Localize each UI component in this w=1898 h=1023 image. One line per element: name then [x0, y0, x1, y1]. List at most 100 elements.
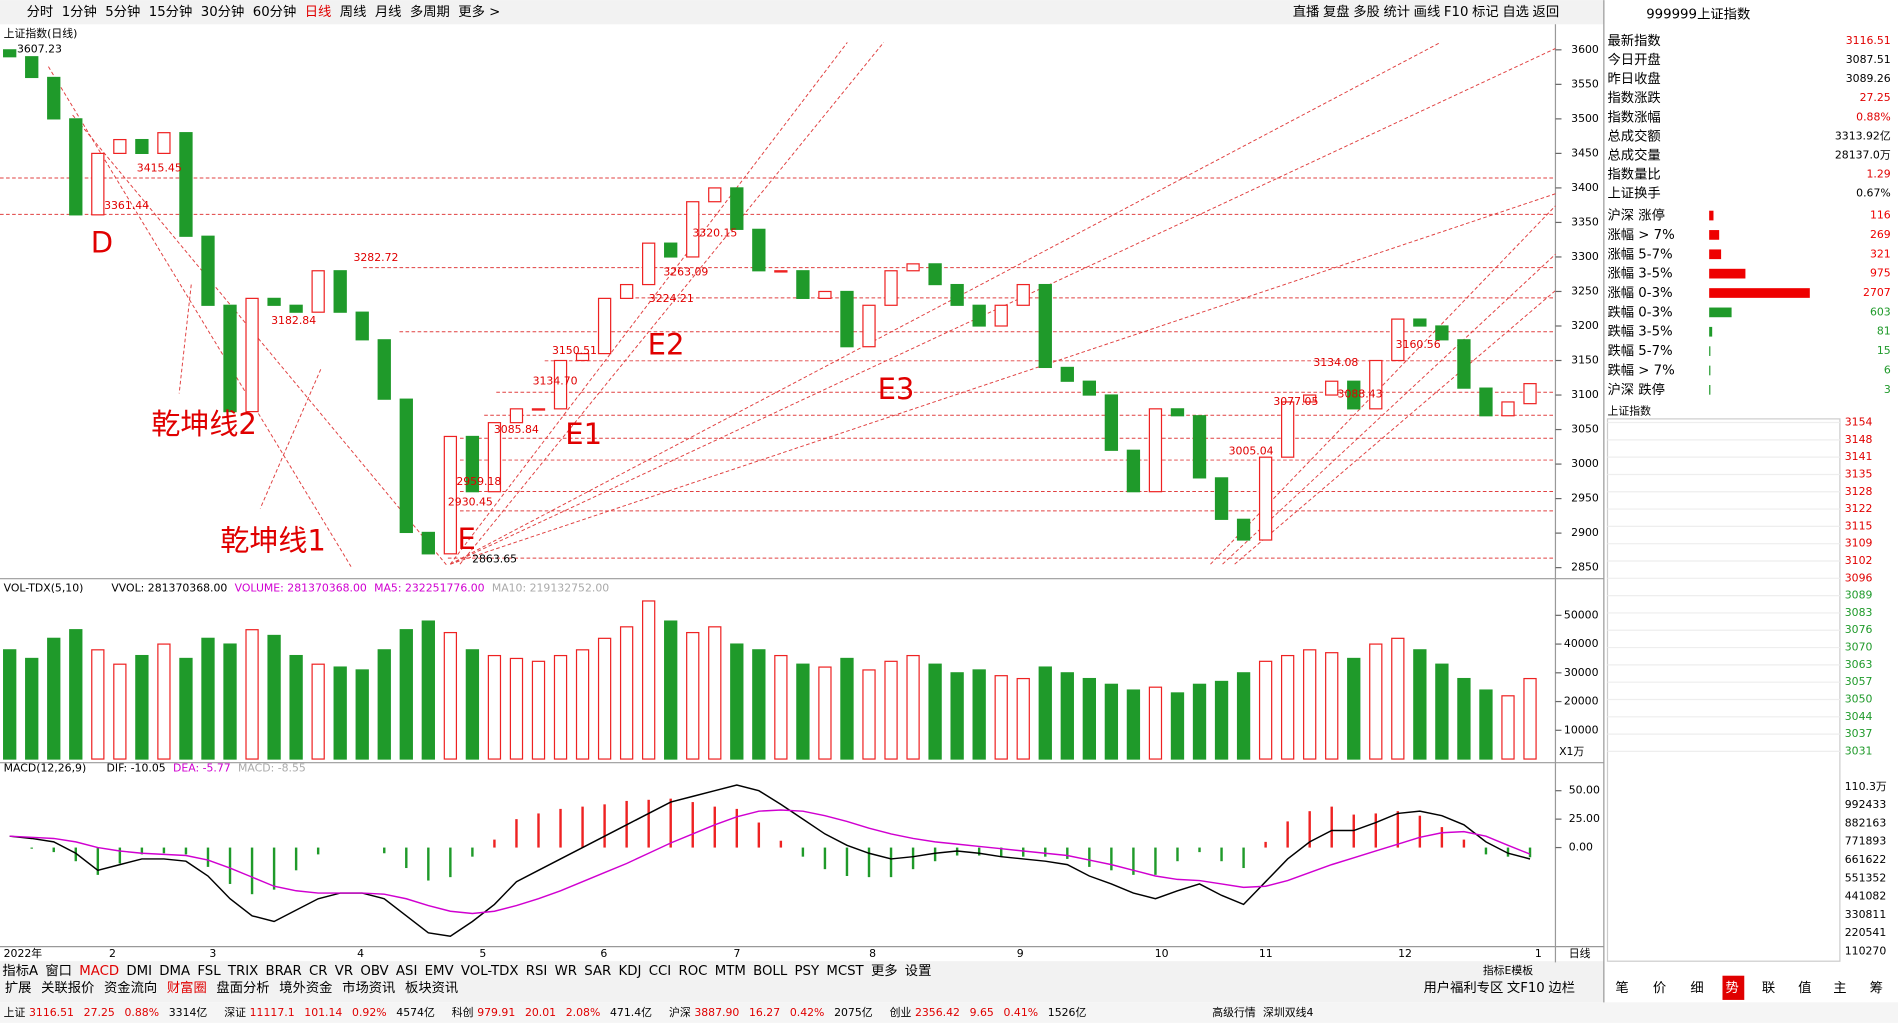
extension-link[interactable]: 文F10: [1507, 980, 1545, 996]
indicator-tab[interactable]: OBV: [360, 964, 388, 979]
indicator-tab[interactable]: 指标A: [2, 963, 38, 979]
candle: [553, 359, 568, 410]
side-tab[interactable]: 值: [1798, 980, 1811, 996]
period-tab[interactable]: 15分钟: [149, 3, 193, 20]
indicator-tab[interactable]: MTM: [715, 964, 746, 979]
extension-tab[interactable]: 板块资讯: [405, 980, 458, 996]
tool-tab[interactable]: 标记: [1472, 4, 1499, 20]
extension-link[interactable]: 边栏: [1548, 980, 1575, 996]
indicator-tab[interactable]: WR: [555, 964, 577, 979]
candle: [906, 263, 920, 272]
extension-tab[interactable]: 资金流向: [104, 980, 157, 996]
extension-tab[interactable]: 财富圈: [167, 979, 207, 996]
quote-value: 0.67%: [1856, 186, 1891, 199]
status-value: 27.25: [84, 1006, 115, 1019]
side-tab[interactable]: 筹: [1870, 979, 1883, 996]
dif-line: [9, 784, 1531, 938]
candle: [994, 304, 1008, 327]
price-annotation: 3607.23: [17, 43, 62, 56]
pattern-marker: 乾坤线1: [220, 523, 326, 557]
indicator-tab[interactable]: VR: [335, 964, 353, 979]
indicator-tab[interactable]: MCST: [826, 964, 864, 979]
period-tab[interactable]: 60分钟: [253, 3, 297, 20]
price-annotation: 3134.70: [533, 374, 578, 387]
indicator-tab[interactable]: MACD: [79, 964, 119, 979]
period-tab[interactable]: 30分钟: [201, 3, 245, 20]
candle: [311, 270, 325, 313]
indicator-tab[interactable]: BOLL: [753, 964, 788, 979]
extension-tab[interactable]: 境外资金: [279, 980, 332, 996]
tool-tab[interactable]: 自选: [1502, 4, 1529, 20]
indicator-tab[interactable]: 更多: [871, 962, 898, 979]
period-tab[interactable]: 1分钟: [62, 3, 97, 20]
candle: [201, 235, 215, 306]
tool-tab[interactable]: 复盘: [1323, 3, 1350, 20]
tool-tab[interactable]: 多股: [1353, 3, 1380, 20]
volume-bar: [884, 660, 898, 760]
price-annotation: 3005.04: [1229, 445, 1274, 458]
x-tick-label: 2: [109, 947, 116, 960]
tool-tab[interactable]: 返回: [1533, 4, 1560, 20]
breadth-label: 沪深 涨停: [1607, 207, 1664, 224]
indicator-tab[interactable]: DMA: [159, 964, 190, 979]
period-tab[interactable]: 多周期: [410, 3, 450, 20]
indicator-tab[interactable]: ASI: [396, 964, 417, 979]
dea-line: [9, 809, 1531, 915]
candle: [950, 283, 964, 306]
intraday-volume-label: 771893: [1845, 835, 1887, 848]
volume-bar: [1501, 695, 1515, 760]
breadth-label: 跌幅 > 7%: [1607, 362, 1674, 378]
side-tab[interactable]: 主: [1833, 980, 1846, 996]
indicator-tab[interactable]: EMV: [425, 964, 454, 979]
extension-tab[interactable]: 关联报价: [41, 980, 94, 996]
side-tab[interactable]: 势: [1726, 980, 1739, 996]
indicator-tab[interactable]: DMI: [126, 964, 152, 979]
indicator-tab[interactable]: SAR: [584, 964, 611, 979]
side-tab[interactable]: 笔: [1615, 980, 1628, 996]
volume-bar: [840, 657, 854, 760]
indicator-tab[interactable]: 设置: [905, 963, 932, 979]
period-tab[interactable]: 日线: [305, 4, 332, 20]
tool-tab[interactable]: F10: [1444, 5, 1469, 20]
indicator-tab[interactable]: PSY: [794, 964, 819, 979]
quote-label: 上证换手: [1607, 185, 1660, 201]
extension-tab[interactable]: 盘面分析: [216, 979, 269, 996]
y-tick-label: 3500: [1571, 112, 1599, 125]
extension-link[interactable]: 用户福利专区: [1423, 979, 1503, 996]
indicator-tab[interactable]: BRAR: [266, 964, 302, 979]
period-tab[interactable]: 月线: [375, 4, 402, 20]
side-tab[interactable]: 细: [1690, 980, 1703, 996]
status-extra[interactable]: 高级行情: [1212, 1005, 1256, 1019]
indicator-tab[interactable]: KDJ: [619, 964, 642, 979]
extension-tab[interactable]: 市场资讯: [342, 979, 395, 996]
indicator-tab[interactable]: ROC: [678, 964, 707, 979]
status-extra[interactable]: 深圳双线4: [1263, 1005, 1313, 1019]
indicator-tab[interactable]: FSL: [197, 964, 221, 979]
indicator-tab[interactable]: CCI: [649, 964, 672, 979]
indicator-tab[interactable]: RSI: [526, 964, 548, 979]
tool-tab[interactable]: 统计: [1383, 4, 1410, 20]
period-tab[interactable]: 5分钟: [105, 3, 140, 20]
status-value: 3887.90: [694, 1006, 739, 1019]
indicator-tab[interactable]: VOL-TDX: [461, 964, 519, 979]
indicator-tab[interactable]: TRIX: [227, 964, 258, 979]
indicator-tab[interactable]: 窗口: [45, 962, 72, 979]
volume-bar: [1479, 689, 1493, 760]
tool-tab[interactable]: 直播: [1293, 4, 1320, 20]
volume-bar: [1126, 689, 1141, 760]
extension-tab[interactable]: 扩展: [5, 980, 32, 996]
indicator-tab[interactable]: CR: [309, 964, 328, 979]
intraday-price-label: 3070: [1845, 641, 1873, 654]
side-tab[interactable]: 联: [1762, 980, 1775, 996]
period-tab[interactable]: 分时: [27, 4, 54, 20]
volume-bar: [1236, 672, 1251, 760]
period-tab[interactable]: 周线: [340, 4, 367, 20]
tool-tab[interactable]: 画线: [1414, 4, 1441, 20]
x-tick-label: 2022年: [4, 946, 43, 960]
period-tab[interactable]: 更多 >: [458, 3, 500, 20]
intraday-price-label: 3115: [1845, 519, 1873, 532]
candle: [1236, 518, 1251, 541]
template-label[interactable]: 指标E模板: [1483, 963, 1533, 977]
side-tab[interactable]: 价: [1653, 981, 1666, 996]
candle: [664, 242, 678, 258]
